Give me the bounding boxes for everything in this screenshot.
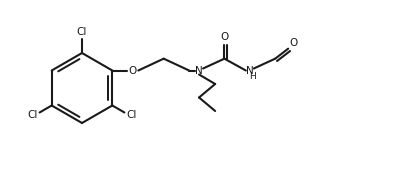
Text: H: H [249,72,255,81]
Text: O: O [288,38,297,48]
Text: O: O [128,66,136,76]
Text: O: O [220,32,228,42]
Text: N: N [195,66,203,76]
Text: N: N [245,66,253,76]
Text: Cl: Cl [77,27,87,37]
Text: Cl: Cl [27,110,38,121]
Text: Cl: Cl [126,110,136,121]
